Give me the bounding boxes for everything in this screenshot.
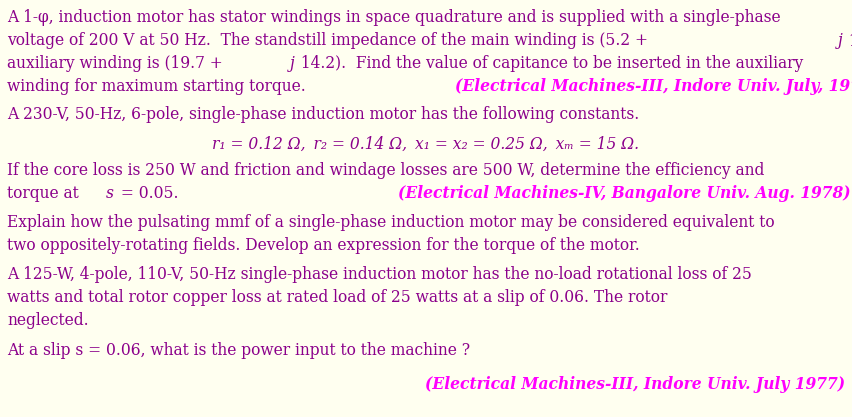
Text: If the core loss is 250 W and friction and windage losses are 500 W, determine t: If the core loss is 250 W and friction a… <box>7 162 764 179</box>
Text: two oppositely-rotating fields. Develop an expression for the torque of the moto: two oppositely-rotating fields. Develop … <box>7 237 640 254</box>
Text: (Electrical Machines-III, Indore Univ. July 1977): (Electrical Machines-III, Indore Univ. J… <box>425 376 845 393</box>
Text: A 125-W, 4-pole, 110-V, 50-Hz single-phase induction motor has the no-load rotat: A 125-W, 4-pole, 110-V, 50-Hz single-pha… <box>7 266 751 283</box>
Text: = 0.05.: = 0.05. <box>116 185 335 202</box>
Text: voltage of 200 V at 50 Hz.  The standstill impedance of the main winding is (5.2: voltage of 200 V at 50 Hz. The standstil… <box>7 32 651 49</box>
Text: s: s <box>106 185 114 202</box>
Text: 10.1) and of the: 10.1) and of the <box>844 32 852 49</box>
Text: At a slip s = 0.06, what is the power input to the machine ?: At a slip s = 0.06, what is the power in… <box>7 342 470 359</box>
Text: j: j <box>838 32 843 49</box>
Text: A 1-φ, induction motor has stator windings in space quadrature and is supplied w: A 1-φ, induction motor has stator windin… <box>7 9 780 26</box>
Text: torque at: torque at <box>7 185 83 202</box>
Text: winding for maximum starting torque.: winding for maximum starting torque. <box>7 78 354 95</box>
Text: 14.2).  Find the value of capitance to be inserted in the auxiliary: 14.2). Find the value of capitance to be… <box>296 55 803 72</box>
Text: Explain how the pulsating mmf of a single-phase induction motor may be considere: Explain how the pulsating mmf of a singl… <box>7 214 774 231</box>
Text: (Electrical Machines-III, Indore Univ. July, 1977): (Electrical Machines-III, Indore Univ. J… <box>455 78 852 95</box>
Text: auxiliary winding is (19.7 +: auxiliary winding is (19.7 + <box>7 55 226 72</box>
Text: r₁ = 0.12 Ω,  r₂ = 0.14 Ω,  x₁ = x₂ = 0.25 Ω,  xₘ = 15 Ω.: r₁ = 0.12 Ω, r₂ = 0.14 Ω, x₁ = x₂ = 0.25… <box>212 136 640 153</box>
Text: watts and total rotor copper loss at rated load of 25 watts at a slip of 0.06. T: watts and total rotor copper loss at rat… <box>7 289 672 306</box>
Text: j: j <box>290 55 294 72</box>
Text: (Electrical Machines-IV, Bangalore Univ. Aug. 1978): (Electrical Machines-IV, Bangalore Univ.… <box>398 185 851 202</box>
Text: neglected.: neglected. <box>7 312 89 329</box>
Text: A 230-V, 50-Hz, 6-pole, single-phase induction motor has the following constants: A 230-V, 50-Hz, 6-pole, single-phase ind… <box>7 106 639 123</box>
